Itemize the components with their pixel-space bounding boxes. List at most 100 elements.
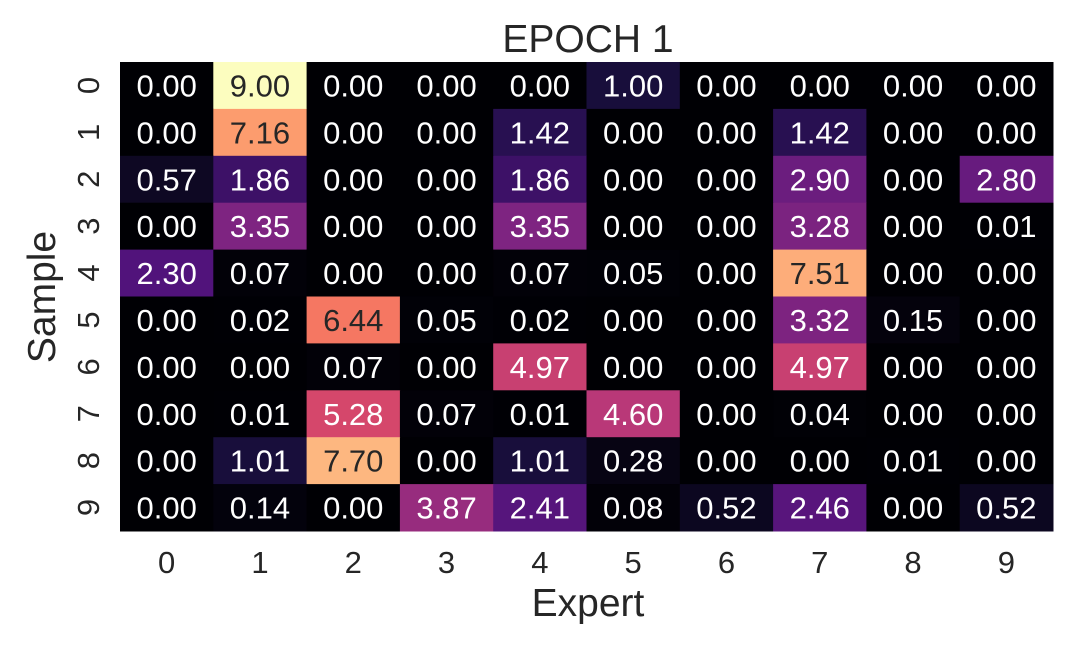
y-axis-label: Sample (21, 231, 64, 363)
heatmap-cell-r7-c8 (866, 390, 961, 438)
heatmap-cell-r1-c7 (773, 108, 867, 157)
cell-value-r9-c5: 0.08 (603, 491, 663, 526)
cell-value-r8-c1: 1.01 (230, 444, 290, 479)
y-tick-label-4: 4 (71, 264, 106, 281)
heatmap-cell-r0-c9 (959, 62, 1054, 110)
heatmap-cell-r3-c6 (679, 202, 774, 251)
cell-value-r3-c4: 3.35 (510, 209, 570, 244)
cell-value-r9-c8: 0.00 (883, 491, 943, 526)
heatmap-cell-r9-c6 (679, 484, 774, 532)
cell-value-r8-c2: 7.70 (323, 444, 383, 479)
heatmap-cell-r4-c6 (679, 249, 774, 297)
cell-value-r0-c5: 1.00 (603, 68, 663, 103)
cell-value-r5-c0: 0.00 (136, 303, 196, 338)
cell-value-r6-c7: 4.97 (790, 350, 850, 385)
cell-value-r1-c4: 1.42 (510, 115, 570, 150)
heatmap-cell-r7-c4 (493, 390, 587, 438)
cell-value-r8-c0: 0.00 (136, 444, 196, 479)
heatmap-cell-r3-c9 (959, 202, 1054, 251)
x-tick-label-1: 1 (251, 545, 268, 580)
heatmap-cell-r4-c0 (120, 249, 214, 297)
heatmap-cell-r9-c5 (586, 484, 681, 532)
cell-value-r8-c9: 0.00 (976, 444, 1036, 479)
heatmap-cell-r9-c8 (866, 484, 961, 532)
heatmap-cell-r8-c0 (120, 437, 214, 485)
cell-value-r6-c3: 0.00 (416, 350, 476, 385)
cell-value-r9-c7: 2.46 (790, 491, 850, 526)
cell-value-r4-c5: 0.05 (603, 256, 663, 291)
heatmap-cell-r4-c2 (306, 249, 401, 297)
heatmap-cell-r8-c8 (866, 437, 961, 485)
heatmap-cell-r5-c7 (773, 296, 867, 344)
cell-value-r7-c6: 0.00 (696, 397, 756, 432)
cell-value-r7-c9: 0.00 (976, 397, 1036, 432)
cell-value-r0-c0: 0.00 (136, 68, 196, 103)
cell-value-r8-c3: 0.00 (416, 444, 476, 479)
cell-value-r1-c9: 0.00 (976, 115, 1036, 150)
x-tick-label-7: 7 (811, 545, 828, 580)
y-tick-labels: 0 1 2 3 4 5 6 7 8 9 (71, 77, 106, 516)
heatmap-cell-r5-c6 (679, 296, 774, 344)
cell-value-r7-c1: 0.01 (230, 397, 290, 432)
x-tick-labels: 0 1 2 3 4 5 6 7 8 9 (158, 545, 1015, 580)
cell-value-r0-c2: 0.00 (323, 68, 383, 103)
heatmap-cell-r4-c7 (773, 249, 867, 297)
heatmap-cell-r5-c1 (213, 296, 308, 344)
cell-value-r6-c0: 0.00 (136, 350, 196, 385)
x-tick-label-5: 5 (625, 545, 642, 580)
cell-value-r1-c0: 0.00 (136, 115, 196, 150)
heatmap-cell-r9-c0 (120, 484, 214, 532)
cell-value-r3-c3: 0.00 (416, 209, 476, 244)
cell-value-r7-c2: 5.28 (323, 397, 383, 432)
cell-value-r2-c5: 0.00 (603, 162, 663, 197)
cell-value-r8-c5: 0.28 (603, 444, 663, 479)
y-tick-label-6: 6 (71, 358, 106, 375)
cell-value-r1-c2: 0.00 (323, 115, 383, 150)
heatmap-cell-r0-c2 (306, 62, 401, 110)
cell-value-r9-c2: 0.00 (323, 491, 383, 526)
heatmap-cell-r1-c2 (306, 108, 401, 157)
cell-value-r5-c5: 0.00 (603, 303, 663, 338)
heatmap-cell-r8-c4 (493, 437, 587, 485)
heatmap-cell-r1-c1 (213, 108, 308, 157)
heatmap-cell-r4-c3 (399, 249, 494, 297)
heatmap-cell-r7-c1 (213, 390, 308, 438)
heatmap-cell-r6-c8 (866, 343, 961, 391)
cell-value-r0-c3: 0.00 (416, 68, 476, 103)
cell-value-r2-c1: 1.86 (230, 162, 290, 197)
cell-value-r1-c7: 1.42 (790, 115, 850, 150)
heatmap-cell-r3-c4 (493, 202, 587, 251)
heatmap-cell-r3-c7 (773, 202, 867, 251)
heatmap-cell-r1-c4 (493, 108, 587, 157)
cell-value-r4-c9: 0.00 (976, 256, 1036, 291)
heatmap-cell-r9-c4 (493, 484, 587, 532)
heatmap-cell-r9-c7 (773, 484, 867, 532)
cell-value-r7-c3: 0.07 (416, 397, 476, 432)
heatmap-cell-r3-c8 (866, 202, 961, 251)
chart-title: EPOCH 1 (502, 18, 673, 61)
cell-value-r2-c6: 0.00 (696, 162, 756, 197)
heatmap-cell-r5-c2 (306, 296, 401, 344)
y-tick-label-2: 2 (71, 171, 106, 188)
heatmap-cell-r8-c1 (213, 437, 308, 485)
heatmap-cell-r8-c9 (959, 437, 1054, 485)
cell-value-r9-c3: 3.87 (416, 491, 476, 526)
cell-value-r4-c2: 0.00 (323, 256, 383, 291)
heatmap-cell-r0-c0 (120, 62, 214, 110)
heatmap-cell-r8-c2 (306, 437, 401, 485)
cell-value-r1-c6: 0.00 (696, 115, 756, 150)
heatmap-cell-r5-c0 (120, 296, 214, 344)
cell-value-r3-c5: 0.00 (603, 209, 663, 244)
heatmap-cell-r4-c4 (493, 249, 587, 297)
heatmap-cell-r0-c3 (399, 62, 494, 110)
cell-value-r8-c8: 0.01 (883, 444, 943, 479)
cell-value-r6-c2: 0.07 (323, 350, 383, 385)
x-tick-label-4: 4 (531, 545, 548, 580)
heatmap-cell-r0-c8 (866, 62, 961, 110)
x-tick-label-9: 9 (998, 545, 1015, 580)
cell-value-r9-c6: 0.52 (696, 491, 756, 526)
cell-value-r0-c8: 0.00 (883, 68, 943, 103)
heatmap-cell-r3-c0 (120, 202, 214, 251)
y-tick-label-7: 7 (71, 405, 106, 422)
cell-value-r6-c6: 0.00 (696, 350, 756, 385)
